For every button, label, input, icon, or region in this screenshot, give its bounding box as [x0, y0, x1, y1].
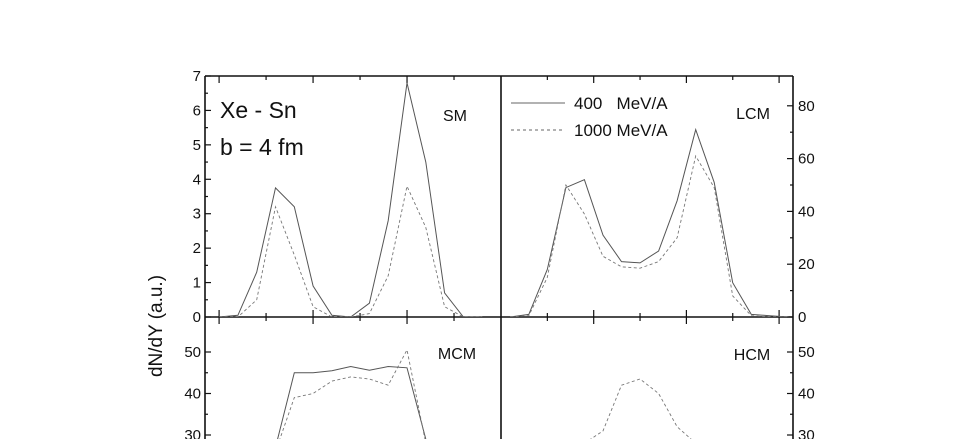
- y-tick-label: 1: [193, 275, 201, 292]
- y-tick-label: 6: [193, 102, 201, 119]
- y-tick-label: 50: [798, 344, 815, 361]
- y-tick-label: 60: [798, 151, 815, 168]
- y-axis-label: dN/dY (a.u.): [146, 275, 167, 377]
- y-tick-label: 40: [798, 386, 815, 403]
- series-line-sm-400: [219, 82, 483, 317]
- y-tick-label: 0: [798, 309, 806, 326]
- panel-lcm-series: [510, 127, 789, 317]
- y-tick-label: 20: [798, 256, 815, 273]
- panel-hcm-series: [590, 378, 692, 439]
- y-tick-label: 30: [798, 427, 815, 439]
- y-tick-label: 4: [193, 171, 201, 188]
- panel-sm-series: [219, 82, 483, 317]
- series-line-hcm-1000: [590, 378, 692, 439]
- y-tick-label: 5: [193, 137, 201, 154]
- y-tick-label: 0: [193, 309, 201, 326]
- series-line-lcm-400: [510, 127, 789, 317]
- panel-label-mcm: MCM: [438, 346, 476, 363]
- y-tick-label: 50: [184, 344, 201, 361]
- panel-label-lcm: LCM: [736, 106, 770, 123]
- series-line-mcm-400: [277, 365, 427, 439]
- panel-label-hcm: HCM: [734, 347, 770, 364]
- y-tick-label: 3: [193, 206, 201, 223]
- y-tick-label: 30: [184, 427, 201, 439]
- annotation-impact-parameter: b = 4 fm: [220, 134, 304, 160]
- y-tick-label: 7: [193, 68, 201, 85]
- legend-label-400: 400 MeV/A: [574, 94, 668, 113]
- series-line-sm-1000: [219, 184, 483, 317]
- legend-label-1000: 1000 MeV/A: [574, 121, 668, 140]
- y-tick-label: 80: [798, 98, 815, 115]
- y-tick-label: 2: [193, 240, 201, 257]
- annotation-system: Xe - Sn: [220, 97, 297, 123]
- series-line-mcm-1000: [279, 348, 426, 439]
- panel-label-sm: SM: [443, 108, 467, 125]
- series-line-lcm-1000: [510, 154, 789, 317]
- panel-mcm-series: [277, 348, 427, 439]
- y-tick-label: 40: [184, 386, 201, 403]
- y-tick-label: 40: [798, 203, 815, 220]
- axis-ticks: 0 1 2 3 4 5 6 7 0 20 40 60 80 30 40 50 30 40 50: [184, 68, 814, 439]
